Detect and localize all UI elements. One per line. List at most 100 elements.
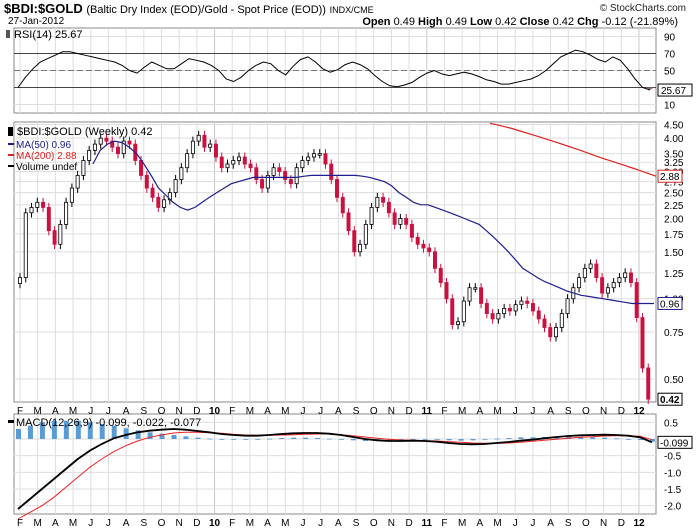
candle bbox=[473, 287, 478, 290]
candle bbox=[208, 143, 213, 148]
macd-histogram-bar bbox=[338, 439, 344, 440]
candle bbox=[554, 327, 559, 338]
macd-histogram-bar bbox=[398, 439, 404, 440]
macd-histogram-bar bbox=[494, 438, 500, 440]
candle-icon bbox=[8, 127, 13, 136]
macd-x-tick-label: S bbox=[353, 518, 360, 529]
high-value: 0.49 bbox=[445, 16, 467, 28]
candle bbox=[594, 263, 599, 279]
rsi-line bbox=[17, 49, 651, 91]
macd-line bbox=[17, 428, 653, 510]
macd-x-tick-label: S bbox=[565, 518, 572, 529]
price-tag-label: 0.42 bbox=[660, 395, 680, 406]
open-value: 0.49 bbox=[393, 16, 415, 28]
x-tick-label: S bbox=[565, 406, 572, 417]
macd-x-tick-label: M bbox=[281, 518, 289, 529]
price-tick-label: 4.50 bbox=[664, 121, 684, 132]
candle bbox=[277, 167, 282, 172]
price-tick-label: 2.50 bbox=[664, 189, 684, 200]
price-tick-label: 1.75 bbox=[664, 230, 684, 241]
candle bbox=[300, 160, 305, 169]
candle bbox=[81, 160, 86, 176]
candle bbox=[283, 171, 288, 180]
candle bbox=[582, 267, 587, 279]
candle bbox=[92, 143, 97, 151]
x-tick-label: J bbox=[513, 406, 518, 417]
price-tick-label: 1.50 bbox=[664, 248, 684, 259]
macd-histogram-bar bbox=[434, 439, 440, 440]
candle bbox=[450, 298, 455, 325]
macd-histogram-bar bbox=[183, 436, 189, 439]
x-tick-label: M bbox=[458, 406, 466, 417]
macd-histogram-bar bbox=[386, 439, 392, 441]
candle bbox=[559, 313, 564, 328]
candle bbox=[565, 298, 570, 314]
candle bbox=[611, 282, 616, 289]
candle bbox=[456, 321, 461, 325]
macd-x-tick-label: M bbox=[493, 518, 501, 529]
candle bbox=[64, 201, 69, 225]
macd-histogram-bar bbox=[315, 438, 321, 439]
candle bbox=[381, 196, 386, 203]
macd-x-tick-label: N bbox=[388, 518, 395, 529]
candle bbox=[196, 134, 201, 142]
macd-histogram-bar bbox=[195, 437, 201, 439]
candle bbox=[52, 230, 57, 245]
macd-x-tick-label: A bbox=[335, 518, 342, 529]
x-tick-label: A bbox=[264, 406, 271, 417]
chart-title: $BDI:$GOLD (Baltic Dry Index (EOD)/Gold … bbox=[4, 1, 374, 16]
macd-histogram-bar bbox=[458, 439, 464, 441]
candle bbox=[248, 163, 253, 169]
candle bbox=[190, 140, 195, 155]
candle bbox=[329, 163, 334, 180]
macd-x-tick-label: A bbox=[264, 518, 271, 529]
candle bbox=[519, 300, 524, 306]
candle bbox=[444, 282, 449, 300]
macd-histogram-bar bbox=[446, 439, 452, 441]
macd-last-value: -0.099 bbox=[660, 438, 689, 449]
price-tick-label: 2.75 bbox=[664, 178, 684, 189]
candle bbox=[634, 282, 639, 318]
x-tick-label: A bbox=[52, 406, 59, 417]
rsi-title: RSI(14) 25.67 bbox=[14, 29, 82, 41]
macd-x-tick-label: M bbox=[458, 518, 466, 529]
macd-histogram-bar bbox=[51, 420, 57, 439]
candle bbox=[87, 149, 92, 161]
x-tick-label: A bbox=[547, 406, 554, 417]
macd-x-tick-label: J bbox=[88, 518, 93, 529]
low-label: Low bbox=[470, 16, 493, 28]
macd-histogram-bar bbox=[422, 439, 428, 440]
macd-histogram-bar bbox=[159, 433, 165, 439]
macd-histogram-bar bbox=[207, 438, 213, 440]
price-tick-label: 3.50 bbox=[664, 150, 684, 161]
macd-histogram-bar bbox=[87, 422, 93, 439]
price-tick-label: 2.00 bbox=[664, 214, 684, 225]
macd-histogram-bar bbox=[470, 439, 476, 441]
exchange-label: INDX/CME bbox=[329, 5, 374, 15]
x-tick-label: A bbox=[123, 406, 130, 417]
macd-histogram-bar bbox=[291, 437, 297, 439]
legend-entry: MA(200) 2.88 bbox=[16, 151, 77, 162]
x-tick-label: N bbox=[388, 406, 395, 417]
macd-x-tick-label: D bbox=[193, 518, 200, 529]
candle bbox=[432, 251, 437, 269]
candle bbox=[29, 207, 34, 214]
macd-x-tick-label: O bbox=[370, 518, 378, 529]
macd-histogram-bar bbox=[518, 437, 524, 439]
x-tick-label: J bbox=[318, 406, 323, 417]
macd-tick-label: -1.5 bbox=[664, 485, 682, 496]
macd-histogram-bar bbox=[171, 435, 177, 439]
candle bbox=[548, 327, 553, 338]
candle bbox=[623, 272, 628, 279]
x-tick-label: 10 bbox=[209, 406, 221, 417]
candle bbox=[513, 304, 518, 312]
candle bbox=[427, 247, 432, 253]
macd-x-tick-label: A bbox=[123, 518, 130, 529]
candle bbox=[185, 153, 190, 169]
macd-histogram-bar bbox=[638, 439, 644, 440]
candle bbox=[317, 153, 322, 156]
candle bbox=[340, 196, 345, 214]
rsi-marker-icon bbox=[6, 30, 10, 38]
x-tick-label: O bbox=[158, 406, 166, 417]
